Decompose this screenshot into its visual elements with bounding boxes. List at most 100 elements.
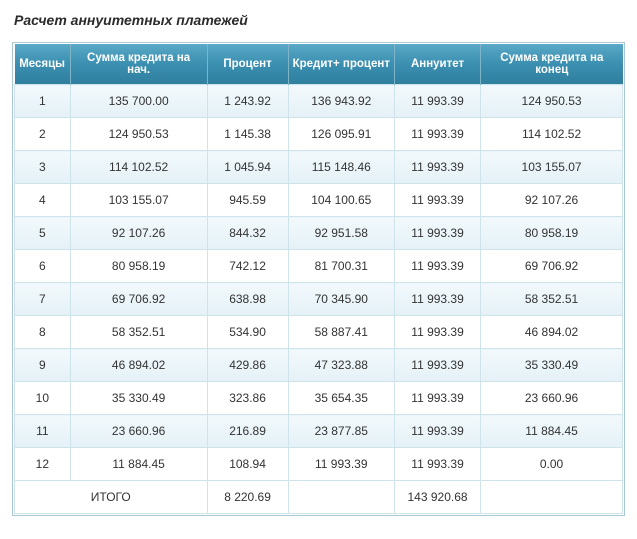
cell-credpct: 115 148.46 bbox=[288, 151, 394, 184]
cell-percent: 429.86 bbox=[207, 349, 288, 382]
cell-percent: 742.12 bbox=[207, 250, 288, 283]
cell-annuity: 11 993.39 bbox=[394, 118, 480, 151]
cell-percent: 534.90 bbox=[207, 316, 288, 349]
cell-credpct: 81 700.31 bbox=[288, 250, 394, 283]
cell-annuity: 11 993.39 bbox=[394, 184, 480, 217]
cell-annuity: 11 993.39 bbox=[394, 448, 480, 481]
table-row: 1211 884.45108.9411 993.3911 993.390.00 bbox=[15, 448, 623, 481]
cell-credpct: 35 654.35 bbox=[288, 382, 394, 415]
table-row: 2124 950.531 145.38126 095.9111 993.3911… bbox=[15, 118, 623, 151]
cell-credpct: 47 323.88 bbox=[288, 349, 394, 382]
col-header-end: Сумма кредита на конец bbox=[481, 44, 623, 85]
cell-month: 5 bbox=[15, 217, 71, 250]
cell-end: 35 330.49 bbox=[481, 349, 623, 382]
cell-percent: 216.89 bbox=[207, 415, 288, 448]
cell-end: 80 958.19 bbox=[481, 217, 623, 250]
cell-end: 0.00 bbox=[481, 448, 623, 481]
cell-credpct: 11 993.39 bbox=[288, 448, 394, 481]
col-header-percent: Процент bbox=[207, 44, 288, 85]
cell-start: 46 894.02 bbox=[70, 349, 207, 382]
cell-credpct: 23 877.85 bbox=[288, 415, 394, 448]
cell-percent: 1 045.94 bbox=[207, 151, 288, 184]
cell-credpct: 70 345.90 bbox=[288, 283, 394, 316]
cell-month: 7 bbox=[15, 283, 71, 316]
table-total-row: ИТОГО8 220.69 143 920.68 bbox=[15, 481, 623, 514]
cell-credpct: 104 100.65 bbox=[288, 184, 394, 217]
col-header-start: Сумма кредита на нач. bbox=[70, 44, 207, 85]
total-annuity: 143 920.68 bbox=[394, 481, 480, 514]
table-row: 680 958.19742.1281 700.3111 993.3969 706… bbox=[15, 250, 623, 283]
cell-percent: 1 243.92 bbox=[207, 85, 288, 118]
table-row: 1123 660.96216.8923 877.8511 993.3911 88… bbox=[15, 415, 623, 448]
cell-credpct: 126 095.91 bbox=[288, 118, 394, 151]
cell-end: 46 894.02 bbox=[481, 316, 623, 349]
table-row: 1035 330.49323.8635 654.3511 993.3923 66… bbox=[15, 382, 623, 415]
page-title: Расчет аннуитетных платежей bbox=[14, 12, 625, 28]
cell-annuity: 11 993.39 bbox=[394, 382, 480, 415]
total-blank bbox=[288, 481, 394, 514]
cell-annuity: 11 993.39 bbox=[394, 415, 480, 448]
annuity-table-container: Месяцы Сумма кредита на нач. Процент Кре… bbox=[12, 42, 625, 516]
cell-start: 103 155.07 bbox=[70, 184, 207, 217]
table-row: 4103 155.07945.59104 100.6511 993.3992 1… bbox=[15, 184, 623, 217]
cell-percent: 638.98 bbox=[207, 283, 288, 316]
cell-annuity: 11 993.39 bbox=[394, 250, 480, 283]
table-header-row: Месяцы Сумма кредита на нач. Процент Кре… bbox=[15, 44, 623, 85]
cell-start: 124 950.53 bbox=[70, 118, 207, 151]
cell-month: 4 bbox=[15, 184, 71, 217]
cell-month: 3 bbox=[15, 151, 71, 184]
col-header-annuity: Аннуитет bbox=[394, 44, 480, 85]
table-row: 1135 700.001 243.92136 943.9211 993.3912… bbox=[15, 85, 623, 118]
cell-month: 6 bbox=[15, 250, 71, 283]
cell-end: 114 102.52 bbox=[481, 118, 623, 151]
cell-month: 8 bbox=[15, 316, 71, 349]
cell-annuity: 11 993.39 bbox=[394, 217, 480, 250]
cell-annuity: 11 993.39 bbox=[394, 151, 480, 184]
cell-start: 58 352.51 bbox=[70, 316, 207, 349]
cell-credpct: 92 951.58 bbox=[288, 217, 394, 250]
cell-annuity: 11 993.39 bbox=[394, 349, 480, 382]
col-header-credpct: Кредит+ процент bbox=[288, 44, 394, 85]
cell-percent: 108.94 bbox=[207, 448, 288, 481]
cell-annuity: 11 993.39 bbox=[394, 85, 480, 118]
table-row: 858 352.51534.9058 887.4111 993.3946 894… bbox=[15, 316, 623, 349]
annuity-table: Месяцы Сумма кредита на нач. Процент Кре… bbox=[14, 44, 623, 514]
col-header-month: Месяцы bbox=[15, 44, 71, 85]
cell-month: 9 bbox=[15, 349, 71, 382]
cell-start: 35 330.49 bbox=[70, 382, 207, 415]
cell-credpct: 58 887.41 bbox=[288, 316, 394, 349]
cell-end: 69 706.92 bbox=[481, 250, 623, 283]
cell-end: 11 884.45 bbox=[481, 415, 623, 448]
cell-annuity: 11 993.39 bbox=[394, 316, 480, 349]
cell-end: 124 950.53 bbox=[481, 85, 623, 118]
cell-month: 2 bbox=[15, 118, 71, 151]
total-label: ИТОГО bbox=[15, 481, 208, 514]
total-blank bbox=[481, 481, 623, 514]
table-row: 3114 102.521 045.94115 148.4611 993.3910… bbox=[15, 151, 623, 184]
cell-credpct: 136 943.92 bbox=[288, 85, 394, 118]
cell-percent: 844.32 bbox=[207, 217, 288, 250]
cell-start: 69 706.92 bbox=[70, 283, 207, 316]
total-percent: 8 220.69 bbox=[207, 481, 288, 514]
cell-percent: 1 145.38 bbox=[207, 118, 288, 151]
cell-start: 114 102.52 bbox=[70, 151, 207, 184]
cell-start: 135 700.00 bbox=[70, 85, 207, 118]
cell-start: 80 958.19 bbox=[70, 250, 207, 283]
cell-start: 92 107.26 bbox=[70, 217, 207, 250]
cell-month: 12 bbox=[15, 448, 71, 481]
cell-month: 10 bbox=[15, 382, 71, 415]
cell-end: 92 107.26 bbox=[481, 184, 623, 217]
cell-end: 58 352.51 bbox=[481, 283, 623, 316]
cell-month: 11 bbox=[15, 415, 71, 448]
cell-end: 103 155.07 bbox=[481, 151, 623, 184]
cell-month: 1 bbox=[15, 85, 71, 118]
table-row: 592 107.26844.3292 951.5811 993.3980 958… bbox=[15, 217, 623, 250]
cell-percent: 323.86 bbox=[207, 382, 288, 415]
cell-annuity: 11 993.39 bbox=[394, 283, 480, 316]
cell-percent: 945.59 bbox=[207, 184, 288, 217]
table-row: 769 706.92638.9870 345.9011 993.3958 352… bbox=[15, 283, 623, 316]
cell-start: 23 660.96 bbox=[70, 415, 207, 448]
cell-end: 23 660.96 bbox=[481, 382, 623, 415]
table-body: 1135 700.001 243.92136 943.9211 993.3912… bbox=[15, 85, 623, 514]
cell-start: 11 884.45 bbox=[70, 448, 207, 481]
